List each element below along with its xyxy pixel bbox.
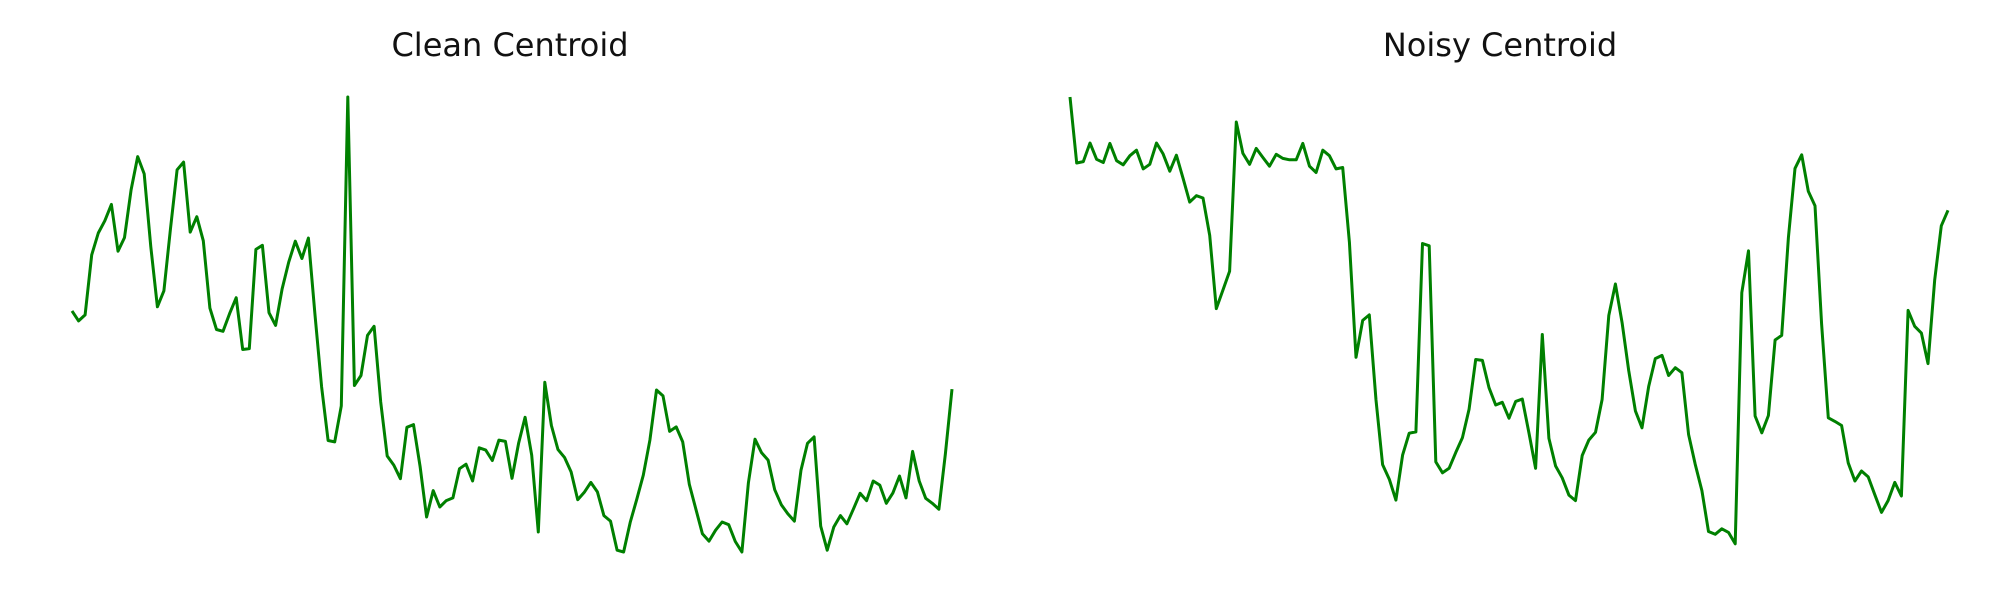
noisy-centroid-line — [1068, 96, 1950, 546]
noisy-centroid-plot — [1068, 96, 1950, 546]
noisy-centroid-title: Noisy Centroid — [1382, 26, 1618, 64]
clean-centroid-line — [70, 95, 954, 554]
clean-centroid-title: Clean Centroid — [391, 26, 629, 64]
clean-centroid-plot — [70, 95, 954, 554]
